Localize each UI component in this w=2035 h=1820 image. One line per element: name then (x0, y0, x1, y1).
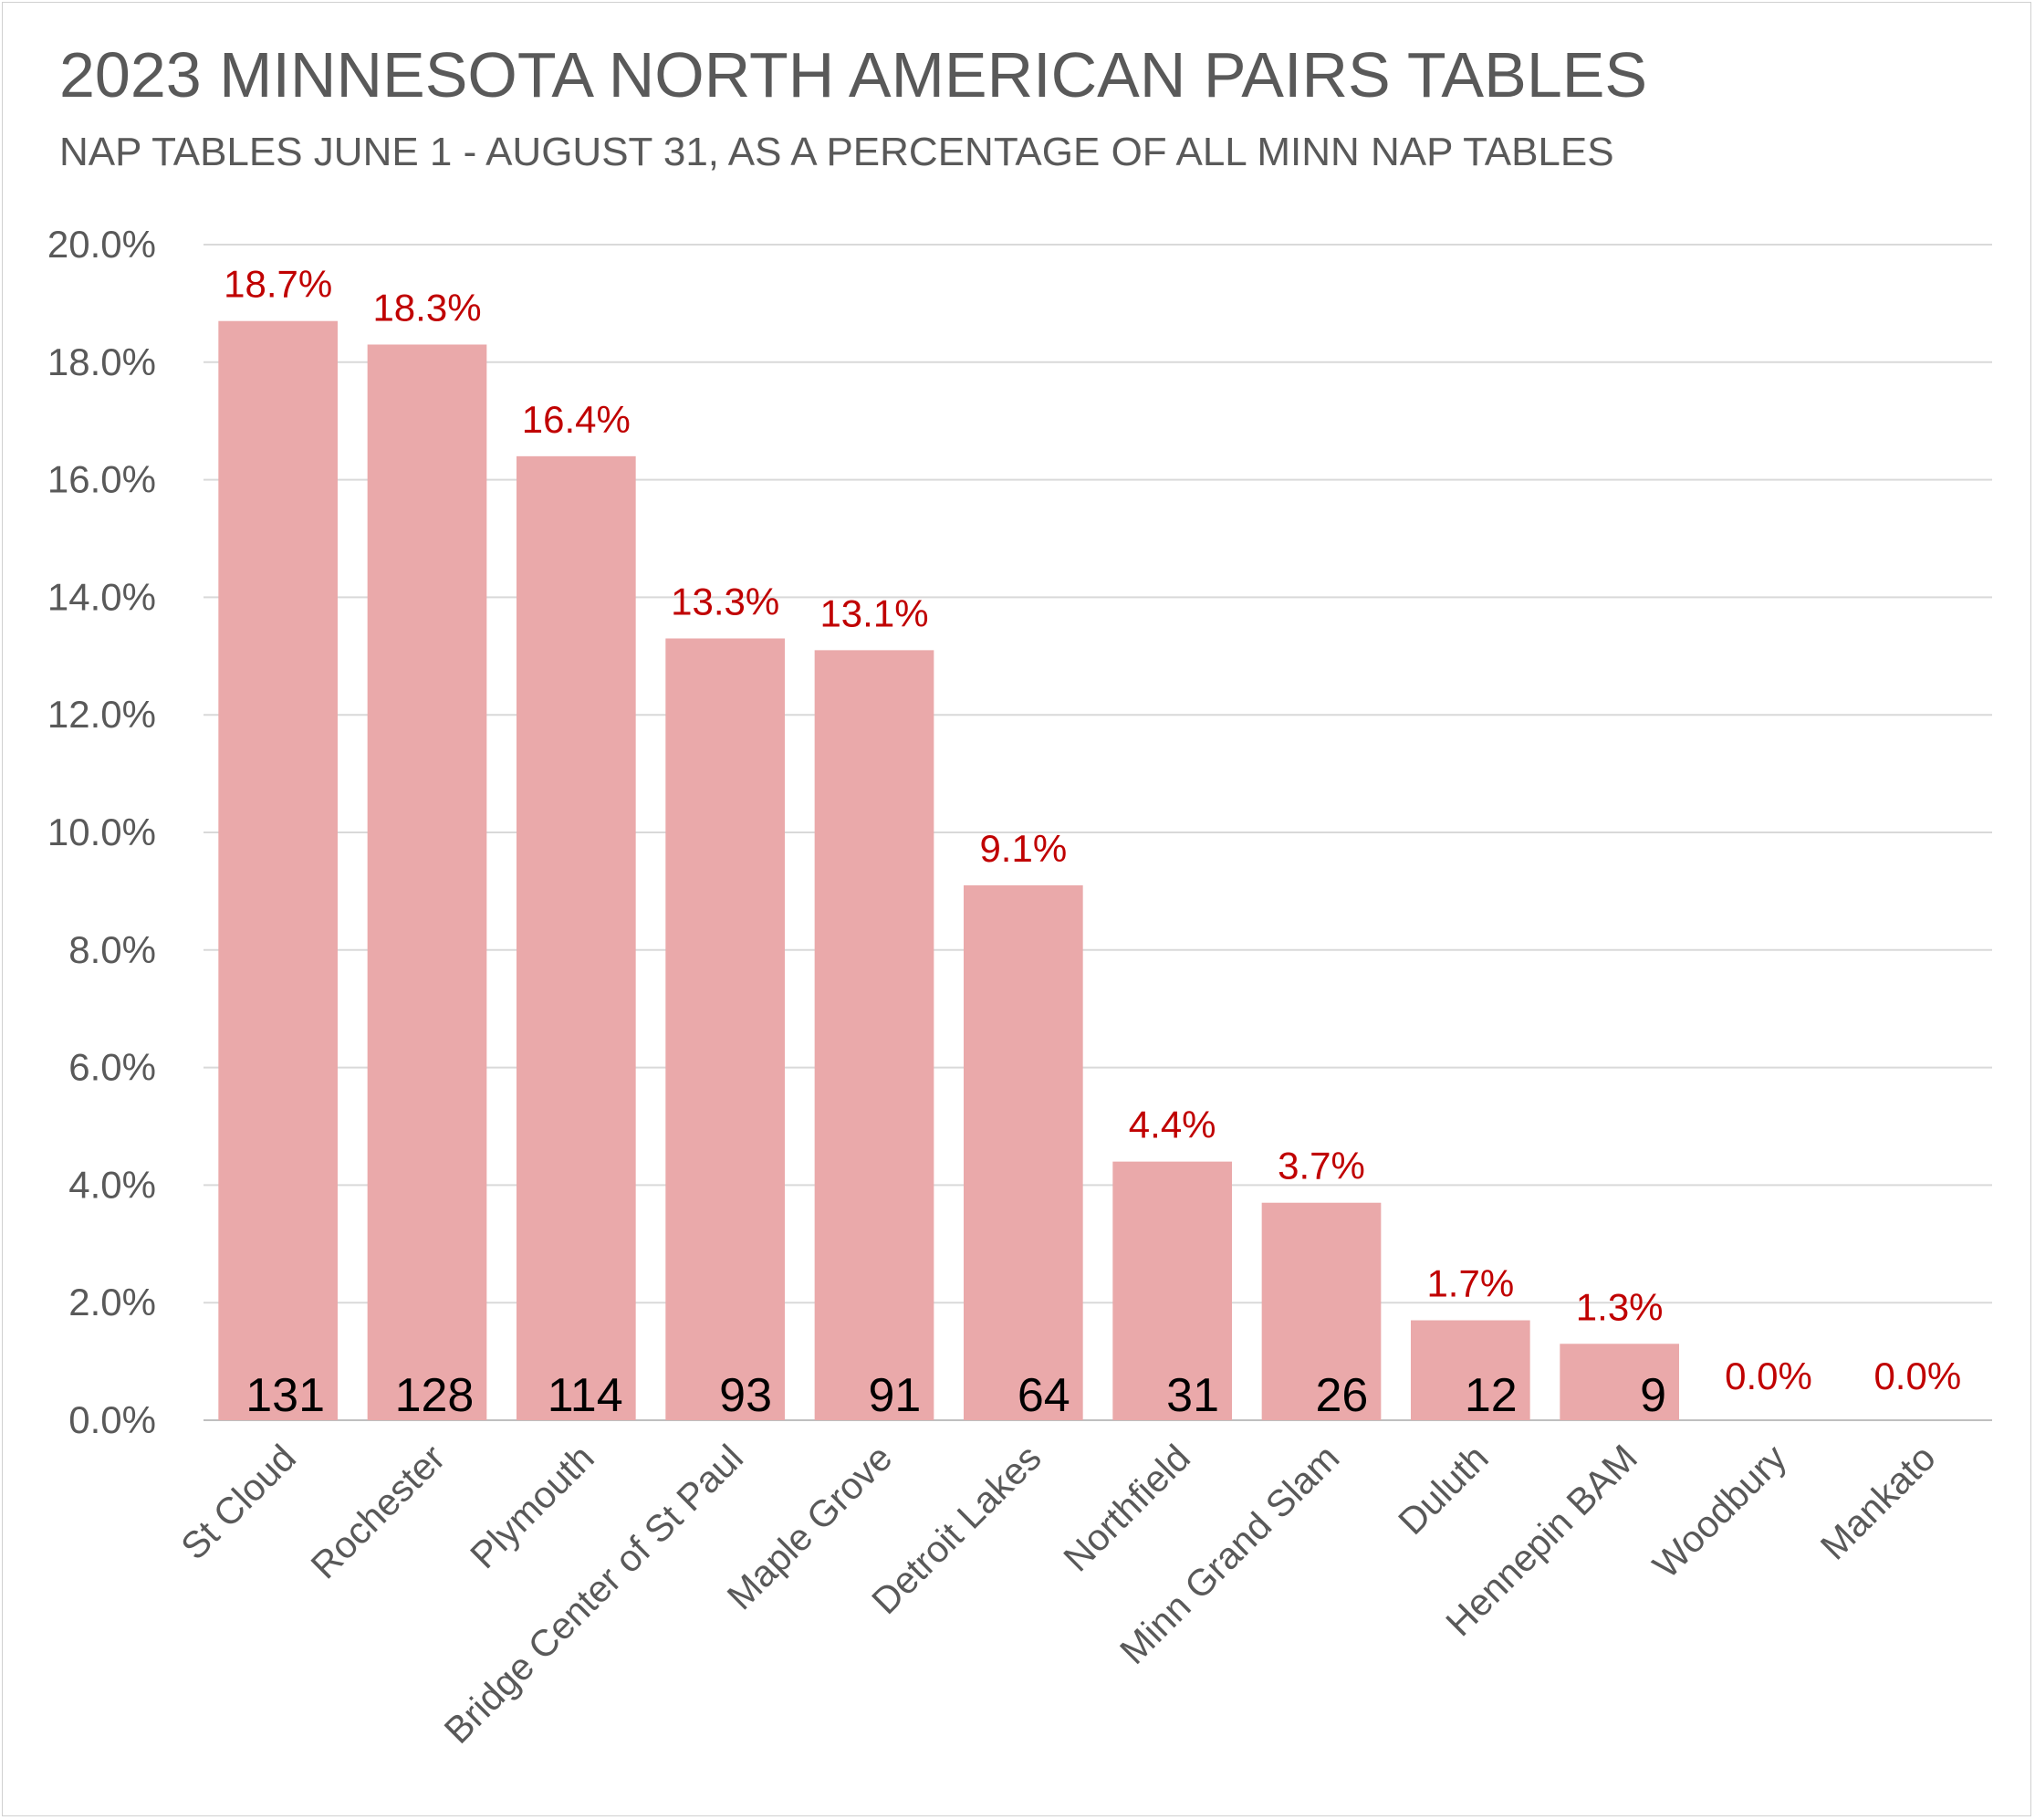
value-label: 3.7% (1278, 1145, 1365, 1187)
value-label: 0.0% (1873, 1355, 1961, 1397)
x-tick-label: Bridge Center of St Paul (436, 1437, 751, 1752)
value-label: 13.3% (671, 580, 779, 622)
value-label: 4.4% (1129, 1104, 1216, 1146)
bar (665, 638, 785, 1420)
x-tick-label: Woodbury (1644, 1436, 1794, 1585)
bar (517, 455, 636, 1421)
value-label: 0.0% (1725, 1355, 1812, 1397)
chart-subtitle: NAP TABLES JUNE 1 - AUGUST 31, AS A PERC… (59, 130, 1614, 174)
x-tick-label: St Cloud (172, 1437, 304, 1568)
count-label: 64 (1018, 1369, 1070, 1422)
value-label: 13.1% (819, 591, 928, 634)
value-label: 18.3% (372, 286, 481, 329)
count-label: 114 (548, 1369, 623, 1422)
y-tick-label: 0.0% (68, 1398, 156, 1441)
y-tick-label: 6.0% (68, 1046, 156, 1089)
count-label: 131 (245, 1369, 325, 1422)
value-label: 9.1% (979, 827, 1067, 870)
count-label: 31 (1166, 1369, 1219, 1422)
y-tick-label: 2.0% (68, 1281, 156, 1323)
bar (1560, 1344, 1679, 1420)
x-tick-label: Rochester (303, 1437, 454, 1587)
y-tick-label: 20.0% (47, 223, 156, 266)
value-label: 1.7% (1426, 1262, 1514, 1305)
y-axis: 0.0% 2.0% 4.0% 6.0% 8.0% 10.0% 12.0% 14.0% 16.0%… (47, 223, 156, 1441)
gridlines (204, 244, 1992, 1421)
x-tick-label: Northfield (1055, 1437, 1198, 1580)
count-labels: 131 128 114 93 91 64 31 26 12 9 (245, 1369, 1666, 1422)
value-labels: 18.7% 18.3% 16.4% 13.3% 13.1% 9.1% 4.4% 3.7% 1.7… (224, 263, 1961, 1397)
y-tick-label: 10.0% (47, 811, 156, 853)
value-label: 16.4% (522, 398, 631, 441)
count-label: 128 (395, 1369, 475, 1422)
count-label: 91 (868, 1369, 921, 1422)
y-tick-label: 16.0% (47, 458, 156, 501)
x-tick-label: Mankato (1812, 1437, 1944, 1568)
value-label: 18.7% (224, 263, 332, 306)
bar (218, 320, 338, 1421)
value-label: 1.3% (1576, 1285, 1664, 1328)
bar (367, 344, 487, 1421)
x-tick-label: Duluth (1390, 1437, 1496, 1543)
bar-chart: 0.0% 2.0% 4.0% 6.0% 8.0% 10.0% 12.0% 14.0% 16.0%… (47, 223, 1992, 1752)
bar (964, 884, 1083, 1420)
bar (1411, 1320, 1530, 1420)
y-tick-label: 12.0% (47, 693, 156, 736)
x-tick-label: Plymouth (462, 1437, 601, 1576)
y-tick-label: 8.0% (68, 928, 156, 971)
count-label: 9 (1640, 1369, 1666, 1422)
bar (814, 650, 934, 1420)
bars (218, 320, 1679, 1421)
y-tick-label: 14.0% (47, 575, 156, 618)
bar (1112, 1161, 1232, 1420)
y-tick-label: 18.0% (47, 340, 156, 383)
count-label: 26 (1315, 1369, 1368, 1422)
count-label: 93 (719, 1369, 772, 1422)
count-label: 12 (1465, 1369, 1518, 1422)
bar (1261, 1202, 1382, 1420)
chart-title: 2023 MINNESOTA NORTH AMERICAN PAIRS TABL… (59, 39, 1648, 110)
y-tick-label: 4.0% (68, 1163, 156, 1206)
